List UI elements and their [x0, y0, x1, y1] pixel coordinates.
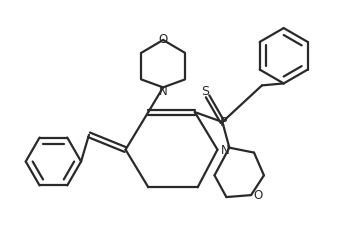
Text: O: O [253, 188, 263, 202]
Text: N: N [221, 144, 230, 157]
Text: N: N [159, 85, 167, 98]
Text: O: O [158, 33, 168, 46]
Text: P: P [220, 116, 227, 129]
Text: S: S [201, 85, 210, 98]
